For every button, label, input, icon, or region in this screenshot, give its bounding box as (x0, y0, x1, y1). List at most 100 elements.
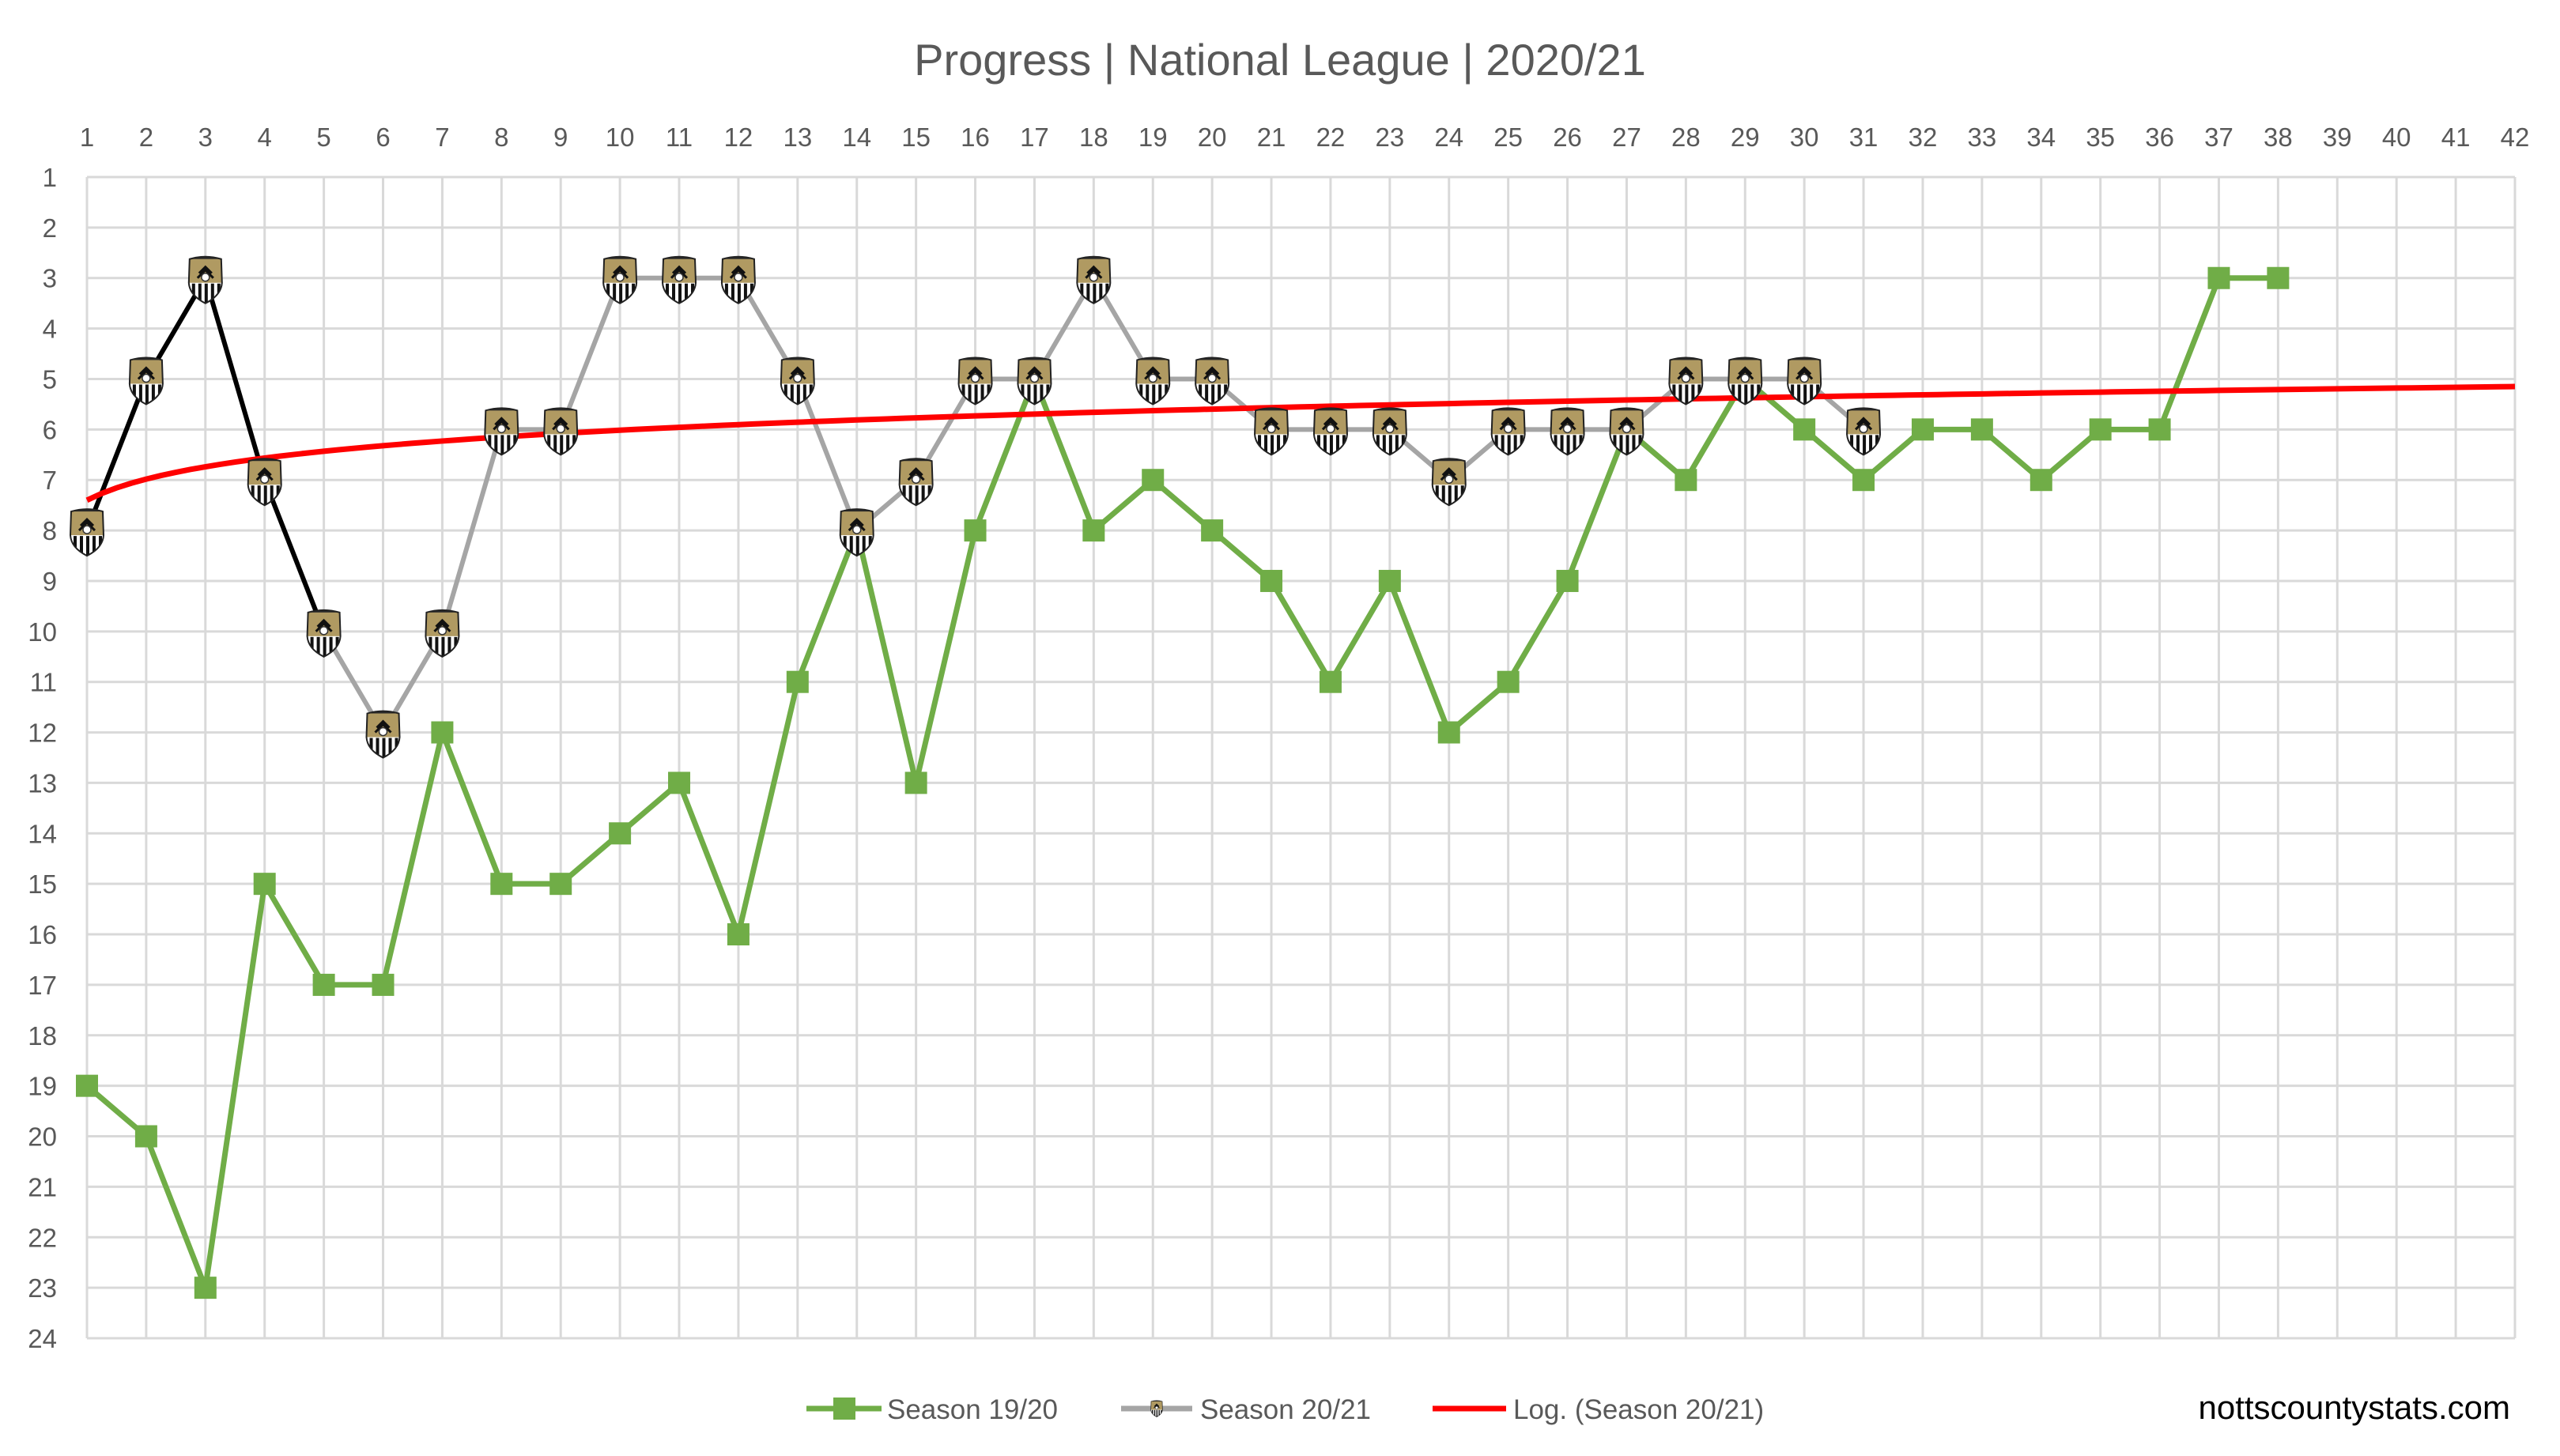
x-tick-label: 39 (2323, 123, 2352, 152)
season-20-21-crest-icon (780, 355, 815, 406)
x-tick-label: 4 (258, 123, 272, 152)
x-tick-label: 30 (1790, 123, 1819, 152)
season-19-20-point (786, 670, 809, 693)
x-tick-label: 36 (2145, 123, 2174, 152)
series-log-trendline (85, 383, 2516, 503)
legend: Season 19/20 Season 20/21 Log. (Season 2… (806, 1394, 1764, 1425)
x-tick-label: 19 (1138, 123, 1168, 152)
season-19-20-point (1970, 418, 1993, 441)
season-20-21-crest-icon (1846, 405, 1881, 457)
x-tick-label: 11 (666, 123, 693, 152)
x-tick-label: 38 (2264, 123, 2293, 152)
x-tick-label: 14 (842, 123, 871, 152)
y-tick-label: 12 (28, 719, 57, 748)
x-tick-label: 34 (2026, 123, 2056, 152)
y-tick-label: 9 (43, 567, 57, 596)
season-19-20-point (1793, 418, 1816, 441)
season-19-20-point (312, 973, 335, 996)
x-tick-label: 33 (1968, 123, 1997, 152)
season-19-20-point (134, 1125, 157, 1148)
season-19-20-point (609, 822, 632, 845)
season-20-21-crest-icon (366, 709, 401, 760)
y-tick-label: 1 (43, 163, 57, 192)
season-19-20-point (2267, 266, 2290, 289)
x-tick-label: 21 (1257, 123, 1286, 152)
y-tick-label: 23 (28, 1273, 57, 1303)
x-tick-label: 1 (80, 123, 94, 152)
season-20-21-crest-icon (1313, 405, 1348, 457)
y-tick-label: 18 (28, 1021, 57, 1051)
legend-item-season-20-21[interactable]: Season 20/21 (1121, 1394, 1371, 1425)
x-tick-label: 17 (1020, 123, 1049, 152)
season-19-20-point (1319, 670, 1342, 693)
season-19-20-point (431, 721, 454, 744)
season-20-21-crest-icon (70, 507, 104, 558)
x-tick-label: 2 (139, 123, 153, 152)
y-tick-label: 22 (28, 1223, 57, 1252)
x-tick-label: 28 (1671, 123, 1701, 152)
y-tick-label: 2 (43, 213, 57, 243)
y-tick-label: 15 (28, 869, 57, 899)
season-19-20-point (2207, 266, 2230, 289)
season-19-20-point (2148, 418, 2171, 441)
x-tick-label: 22 (1316, 123, 1346, 152)
chart-title: Progress | National League | 2020/21 (914, 35, 1646, 85)
legend-label: Season 19/20 (887, 1394, 1058, 1425)
gridlines (85, 175, 2517, 1340)
season-19-20-point (1082, 519, 1105, 542)
x-tick-label: 26 (1553, 123, 1582, 152)
x-tick-label: 7 (435, 123, 449, 152)
legend-square-marker-icon (833, 1398, 855, 1420)
season-20-21-crest-icon (1135, 355, 1170, 406)
season-19-20-point (1437, 721, 1460, 744)
x-tick-label: 40 (2382, 123, 2411, 152)
legend-item-season-19-20[interactable]: Season 19/20 (806, 1394, 1058, 1425)
x-tick-label: 12 (724, 123, 753, 152)
watermark: nottscountystats.com (2198, 1389, 2510, 1426)
season-20-21-segment (558, 275, 623, 432)
season-19-20-point (668, 771, 691, 794)
x-tick-label: 24 (1434, 123, 1463, 152)
x-tick-label: 42 (2501, 123, 2530, 152)
legend-item-log-trendline[interactable]: Log. (Season 20/21) (1433, 1394, 1764, 1425)
season-20-21-crest-icon (247, 456, 282, 507)
season-19-20-point (1852, 469, 1875, 492)
x-tick-label: 10 (606, 123, 635, 152)
season-20-21-crest-icon (602, 255, 637, 306)
season-20-21-segment (795, 376, 859, 534)
season-20-21-segment (85, 376, 149, 534)
season-20-21-crest-icon (840, 507, 874, 558)
season-20-21-crest-icon (1373, 405, 1407, 457)
season-19-20-point (1911, 418, 1934, 441)
y-tick-label: 8 (43, 516, 57, 545)
y-tick-label: 6 (43, 415, 57, 444)
x-tick-label: 29 (1731, 123, 1760, 152)
season-20-21-segment (440, 427, 504, 634)
y-tick-label: 4 (43, 315, 57, 344)
season-20-21-crest-icon (484, 405, 519, 457)
season-20-21-crest-icon (1195, 355, 1229, 406)
x-tick-label: 37 (2204, 123, 2233, 152)
season-19-20-point (727, 923, 749, 946)
y-tick-label: 13 (28, 768, 57, 798)
season-19-20-point (1378, 569, 1401, 592)
season-20-21-crest-icon (129, 355, 164, 406)
season-19-20-point (1675, 469, 1697, 492)
y-tick-label: 10 (28, 617, 57, 647)
y-tick-label: 5 (43, 364, 57, 394)
season-20-21-segment (262, 477, 327, 634)
x-tick-label: 20 (1198, 123, 1227, 152)
y-tick-label: 11 (30, 668, 57, 697)
season-20-21-crest-icon (899, 456, 934, 507)
season-19-20-point (253, 873, 276, 896)
x-tick-label: 16 (961, 123, 990, 152)
x-tick-label: 27 (1612, 123, 1641, 152)
y-tick-label: 19 (28, 1072, 57, 1101)
y-tick-label: 21 (28, 1172, 57, 1201)
season-19-20-point (964, 519, 987, 542)
y-tick-label: 24 (28, 1324, 57, 1353)
x-tick-label: 9 (553, 123, 568, 152)
season-19-20-point (372, 973, 395, 996)
x-tick-label: 25 (1493, 123, 1523, 152)
